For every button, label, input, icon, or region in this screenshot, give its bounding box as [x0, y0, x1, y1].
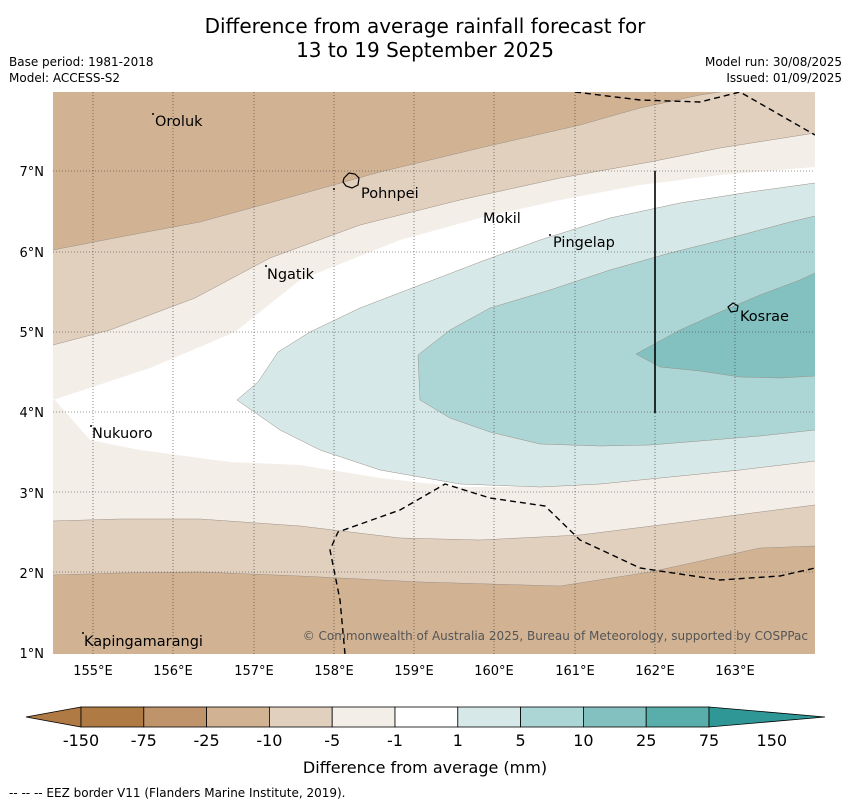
island-markers	[82, 113, 551, 634]
lon-tick: 158°E	[314, 664, 354, 679]
title-line-2: 13 to 19 September 2025	[296, 38, 554, 62]
colorbar-swatch	[206, 706, 270, 728]
copyright-notice: © Commonwealth of Australia 2025, Bureau…	[303, 629, 808, 643]
lat-tick: 6°N	[20, 246, 45, 261]
lat-tick: 1°N	[20, 647, 45, 662]
colorbar-tick-label: 25	[636, 731, 656, 750]
colorbar-extend-high	[708, 706, 826, 728]
colorbar-swatch	[645, 706, 710, 728]
lon-tick: 161°E	[555, 664, 595, 679]
lon-axis: 155°E 156°E 157°E 158°E 159°E 160°E 161°…	[73, 664, 755, 679]
lon-tick: 159°E	[394, 664, 434, 679]
kosrae-island	[727, 302, 739, 313]
colorbar-tick-label: -5	[324, 731, 340, 750]
label-nukuoro: Nukuoro	[92, 426, 153, 442]
lat-tick: 4°N	[20, 406, 45, 421]
colorbar-extend-low	[25, 706, 82, 728]
colorbar-tick-label: 150	[757, 731, 788, 750]
lon-tick: 163°E	[715, 664, 755, 679]
meta-right: Model run: 30/08/2025 Issued: 01/09/2025	[705, 54, 842, 86]
rainfall-contours	[53, 92, 815, 654]
colorbar-tick-label: 1	[453, 731, 463, 750]
colorbar-swatch	[331, 706, 396, 728]
meta-left: Base period: 1981-2018 Model: ACCESS-S2	[9, 54, 154, 86]
label-oroluk: Oroluk	[155, 114, 203, 130]
map-title: Difference from average rainfall forecas…	[0, 14, 850, 62]
colorbar-swatch	[143, 706, 208, 728]
colorbar-tick-label: -1	[387, 731, 403, 750]
pohnpei-island	[342, 172, 360, 189]
colorbar-tick-label: 5	[516, 731, 526, 750]
colorbar-tick-label: 10	[573, 731, 593, 750]
base-period: Base period: 1981-2018	[9, 55, 154, 69]
lon-tick: 155°E	[73, 664, 113, 679]
colorbar-swatch	[268, 706, 333, 728]
colorbar-swatch	[520, 706, 584, 728]
colorbar-tick-label: -25	[194, 731, 220, 750]
eez-border	[329, 92, 815, 654]
lat-axis: 1°N 2°N 3°N 4°N 5°N 6°N 7°N	[20, 165, 45, 662]
oroluk-marker	[152, 113, 154, 115]
colorbar: -150 -75 -25 -10 -5 -1 1 5 10 25 75 150	[25, 706, 826, 750]
colorbar-tick-label: -10	[256, 731, 282, 750]
lon-tick: 160°E	[474, 664, 514, 679]
lat-tick: 7°N	[20, 165, 45, 180]
model-name: Model: ACCESS-S2	[9, 71, 121, 85]
colorbar-tick-label: -75	[131, 731, 157, 750]
colorbar-swatch	[394, 706, 459, 728]
label-kosrae: Kosrae	[740, 309, 789, 325]
eez-footnote: -- -- -- EEZ border V11 (Flanders Marine…	[9, 786, 346, 800]
colorbar-swatch	[80, 706, 145, 728]
colorbar-tick-label: 75	[699, 731, 719, 750]
colorbar-title: Difference from average (mm)	[303, 758, 547, 777]
ngatik-marker	[265, 265, 267, 267]
colorbar-swatch	[583, 706, 647, 728]
label-mokil: Mokil	[483, 211, 521, 227]
model-run: Model run: 30/08/2025	[704, 55, 842, 69]
colorbar-tick-label: -150	[63, 731, 99, 750]
colorbar-swatch	[457, 706, 521, 728]
lat-tick: 5°N	[20, 326, 45, 341]
band-plus5	[418, 216, 815, 446]
nukuoro-marker	[90, 425, 92, 427]
label-pingelap: Pingelap	[553, 235, 615, 251]
pohnpei-marker	[333, 188, 335, 190]
issued-date: Issued: 01/09/2025	[726, 71, 842, 85]
label-pohnpei: Pohnpei	[361, 186, 419, 202]
lon-tick: 157°E	[234, 664, 274, 679]
lat-tick: 3°N	[20, 487, 45, 502]
label-ngatik: Ngatik	[267, 267, 315, 283]
title-line-1: Difference from average rainfall forecas…	[204, 14, 646, 38]
pingelap-marker	[549, 234, 551, 236]
label-kapingamarangi: Kapingamarangi	[84, 634, 203, 650]
kapingamarangi-marker	[82, 632, 84, 634]
lon-tick: 156°E	[153, 664, 193, 679]
lon-tick: 162°E	[635, 664, 675, 679]
lat-tick: 2°N	[20, 567, 45, 582]
band-plus10	[636, 273, 815, 378]
